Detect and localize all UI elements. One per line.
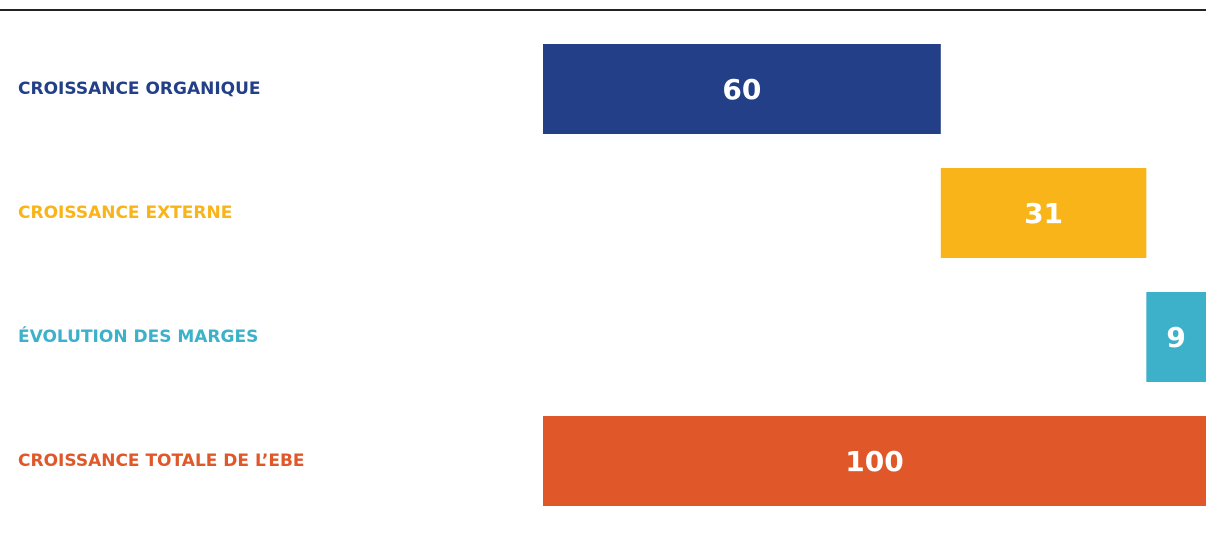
- bar: [543, 416, 1206, 506]
- category-label: CROISSANCE ORGANIQUE: [18, 79, 261, 99]
- value-label: 60: [722, 73, 761, 106]
- value-label: 9: [1166, 321, 1185, 354]
- value-label: 100: [845, 445, 903, 478]
- bar: [543, 44, 941, 134]
- category-label: CROISSANCE EXTERNE: [18, 203, 232, 223]
- category-label: CROISSANCE TOTALE DE L’EBE: [18, 451, 305, 471]
- category-label: ÉVOLUTION DES MARGES: [18, 325, 258, 347]
- bar: [1146, 292, 1206, 382]
- bar: [940, 168, 1147, 258]
- value-label: 31: [1024, 197, 1063, 230]
